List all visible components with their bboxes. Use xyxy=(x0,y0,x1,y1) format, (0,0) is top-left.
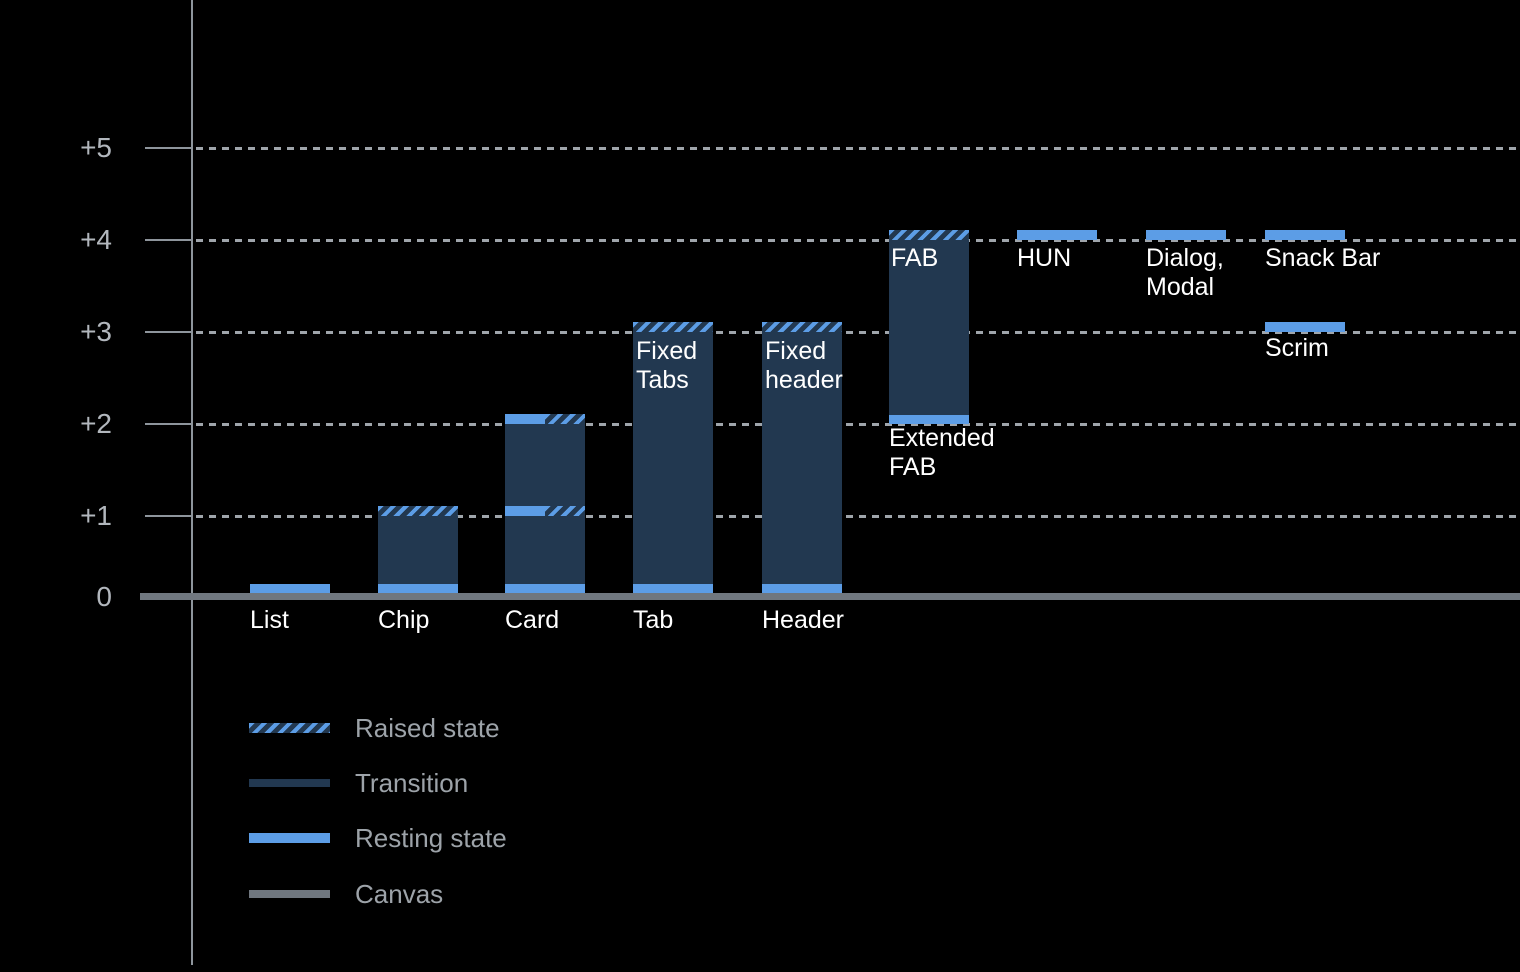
raised-half xyxy=(545,413,585,424)
bar-segment-resting-raised xyxy=(505,413,585,424)
bar-segment-resting xyxy=(1265,229,1345,240)
raised-state-swatch xyxy=(249,723,330,733)
bar-segment-resting xyxy=(505,583,585,593)
bar-segment-resting xyxy=(633,583,713,593)
y-tick-label: +1 xyxy=(80,500,112,531)
bar-label: Snack Bar xyxy=(1265,244,1381,272)
bar-segment-transition xyxy=(505,516,585,584)
bar-segment-resting xyxy=(762,583,842,593)
canvas-baseline xyxy=(140,593,1520,600)
bar-segment-transition xyxy=(633,332,713,584)
bar-segment-raised xyxy=(633,321,713,332)
bar-segment-transition xyxy=(505,424,585,506)
resting-half xyxy=(505,505,545,516)
y-tick-label: +2 xyxy=(80,408,112,439)
y-tick-mark xyxy=(145,423,193,425)
bar-inner-label: Fixed Tabs xyxy=(636,337,698,394)
legend-label: Resting state xyxy=(355,822,507,853)
bar-inner-label: FAB xyxy=(891,244,939,272)
bar-segment-resting xyxy=(378,583,458,593)
legend-item-transition: Transition xyxy=(249,767,468,799)
y-tick-label: +3 xyxy=(80,316,112,347)
bar-segment-raised xyxy=(889,229,969,240)
legend-item-canvas: Canvas xyxy=(249,878,443,910)
transition-swatch xyxy=(249,779,330,787)
bar-label: HUN xyxy=(1017,244,1072,272)
gridline xyxy=(196,515,1520,518)
y-tick-label: +4 xyxy=(80,224,112,255)
bar-segment-resting xyxy=(250,583,330,593)
bar-segment-transition xyxy=(762,332,842,584)
bar-label: Card xyxy=(505,606,560,634)
bar-inner-label: Fixed header xyxy=(765,337,843,394)
gridline xyxy=(196,331,1520,334)
bar-segment-resting xyxy=(1265,321,1345,332)
bar-segment-resting-raised xyxy=(505,505,585,516)
legend-label: Canvas xyxy=(355,878,444,909)
resting-state-swatch xyxy=(249,833,330,843)
y-tick-mark xyxy=(145,515,193,517)
y-tick-label: 0 xyxy=(96,581,112,612)
y-tick-mark xyxy=(145,239,193,241)
y-tick-mark xyxy=(145,147,193,149)
gridline xyxy=(196,239,1520,242)
bar-label: List xyxy=(250,606,289,634)
bar-segment-resting xyxy=(1146,229,1226,240)
canvas-swatch xyxy=(249,890,330,898)
bar-segment-transition xyxy=(889,240,969,415)
legend-item-raised-state: Raised state xyxy=(249,712,500,744)
bar-segment-resting xyxy=(1017,229,1097,240)
bar-label: Chip xyxy=(378,606,430,634)
resting-half xyxy=(505,413,545,424)
bar-segment-resting xyxy=(889,414,969,424)
gridline xyxy=(196,423,1520,426)
bar-label: Dialog, Modal xyxy=(1146,244,1224,301)
bar-label: Header xyxy=(762,606,844,634)
legend-label: Raised state xyxy=(355,712,500,743)
raised-half xyxy=(545,505,585,516)
legend-item-resting-state: Resting state xyxy=(249,822,507,854)
gridline xyxy=(196,147,1520,150)
bar-segment-raised xyxy=(378,505,458,516)
bar-segment-raised xyxy=(762,321,842,332)
bar-label: Tab xyxy=(633,606,674,634)
bar-label: Extended FAB xyxy=(889,424,995,481)
y-axis-line xyxy=(191,0,193,965)
bar-segment-transition xyxy=(378,516,458,584)
y-tick-mark xyxy=(145,331,193,333)
legend-label: Transition xyxy=(355,767,469,798)
y-tick-label: +5 xyxy=(80,132,112,163)
bar-label: Scrim xyxy=(1265,334,1329,362)
